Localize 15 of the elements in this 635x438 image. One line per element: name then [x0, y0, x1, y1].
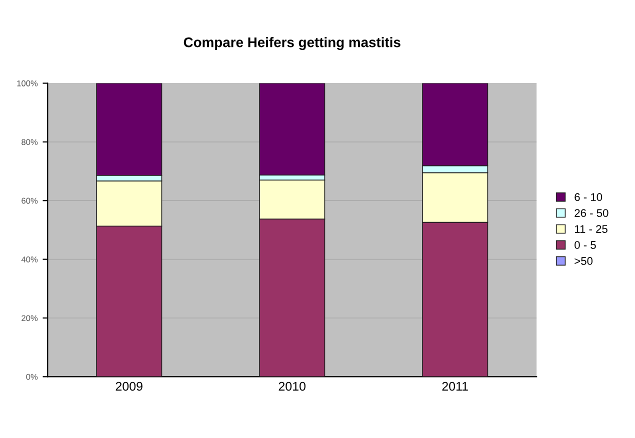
y-tick-label: 60% — [22, 198, 38, 204]
legend-label: >50 — [574, 257, 593, 265]
x-tick-label: 2011 — [442, 382, 468, 391]
legend-label: 6 - 10 — [574, 193, 602, 202]
chart-title: Compare Heifers getting mastitis — [184, 37, 400, 50]
legend-label: 11 - 25 — [574, 225, 608, 233]
y-tick-label: 100% — [17, 80, 38, 86]
y-tick-label: 80% — [22, 139, 38, 146]
x-tick-label: 2010 — [278, 382, 306, 391]
legend-label: 26 - 50 — [574, 209, 608, 217]
y-tick-label: 40% — [21, 256, 38, 262]
legend-label: 0 - 5 — [574, 241, 596, 249]
y-tick-label: 20% — [22, 315, 38, 322]
y-tick-label: 0% — [26, 374, 38, 380]
x-tick-label: 2009 — [116, 382, 142, 391]
